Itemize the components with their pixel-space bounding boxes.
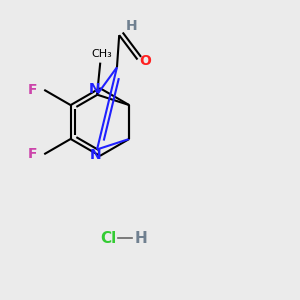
Text: Cl: Cl xyxy=(100,231,116,246)
Text: F: F xyxy=(28,83,38,97)
Text: O: O xyxy=(139,54,151,68)
Text: H: H xyxy=(126,19,137,33)
Text: F: F xyxy=(28,147,38,161)
Text: N: N xyxy=(89,82,100,96)
Text: H: H xyxy=(135,231,147,246)
Text: N: N xyxy=(90,148,101,162)
Text: CH₃: CH₃ xyxy=(92,49,112,59)
